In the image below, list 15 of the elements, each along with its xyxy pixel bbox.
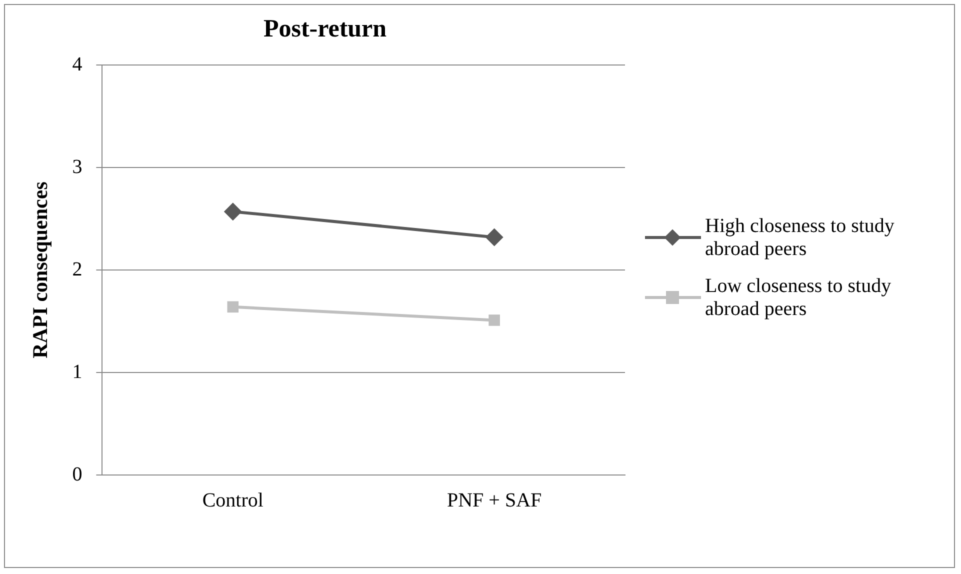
- y-axis-title: RAPI consequences: [28, 182, 52, 358]
- point: [224, 202, 242, 221]
- x-tick-label: PNF + SAF: [446, 489, 542, 512]
- chart-title: Post-return: [263, 15, 387, 42]
- y-tick-label: 3: [72, 156, 82, 178]
- point: [488, 314, 500, 326]
- y-tick-label: 0: [72, 463, 82, 486]
- y-tick-label: 4: [72, 53, 82, 76]
- y-tick-label: 1: [72, 360, 82, 383]
- x-tick-label: Control: [202, 489, 264, 512]
- legend-label: Low closeness to study abroad peers: [705, 275, 892, 321]
- point: [485, 228, 504, 246]
- y-tick-label: 2: [72, 258, 82, 280]
- legend-label: High closeness to study abroad peers: [705, 215, 896, 261]
- point: [227, 301, 239, 313]
